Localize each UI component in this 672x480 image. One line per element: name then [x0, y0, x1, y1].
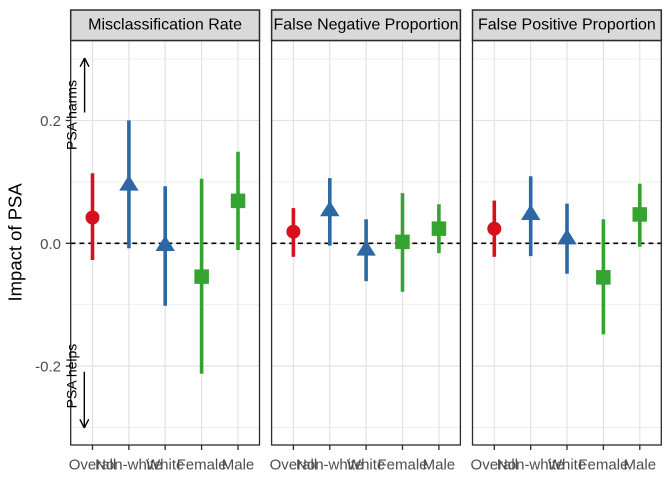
- svg-text:Impact of PSA: Impact of PSA: [4, 183, 25, 302]
- svg-text:False Positive Proportion: False Positive Proportion: [478, 17, 656, 34]
- svg-text:Overall: Overall: [270, 457, 318, 474]
- svg-text:Misclassification Rate: Misclassification Rate: [88, 17, 242, 34]
- svg-text:Female: Female: [177, 457, 227, 474]
- svg-text:-0.2: -0.2: [35, 359, 61, 376]
- svg-text:White: White: [548, 457, 586, 474]
- svg-text:Non-white: Non-white: [497, 457, 565, 474]
- svg-text:Overall: Overall: [69, 457, 117, 474]
- svg-text:PSA helps: PSA helps: [63, 344, 79, 409]
- svg-text:Overall: Overall: [471, 457, 519, 474]
- svg-text:False Negative Proportion: False Negative Proportion: [274, 17, 459, 34]
- svg-text:Female: Female: [578, 457, 628, 474]
- svg-text:Male: Male: [624, 457, 657, 474]
- svg-text:PSA harms: PSA harms: [63, 80, 79, 150]
- svg-text:Non-white: Non-white: [95, 457, 163, 474]
- svg-text:Male: Male: [222, 457, 255, 474]
- svg-text:0.2: 0.2: [40, 113, 61, 130]
- svg-text:0.0: 0.0: [40, 236, 61, 253]
- svg-text:Non-white: Non-white: [296, 457, 364, 474]
- svg-text:White: White: [347, 457, 385, 474]
- svg-text:Female: Female: [377, 457, 427, 474]
- svg-text:Male: Male: [423, 457, 456, 474]
- svg-text:White: White: [146, 457, 184, 474]
